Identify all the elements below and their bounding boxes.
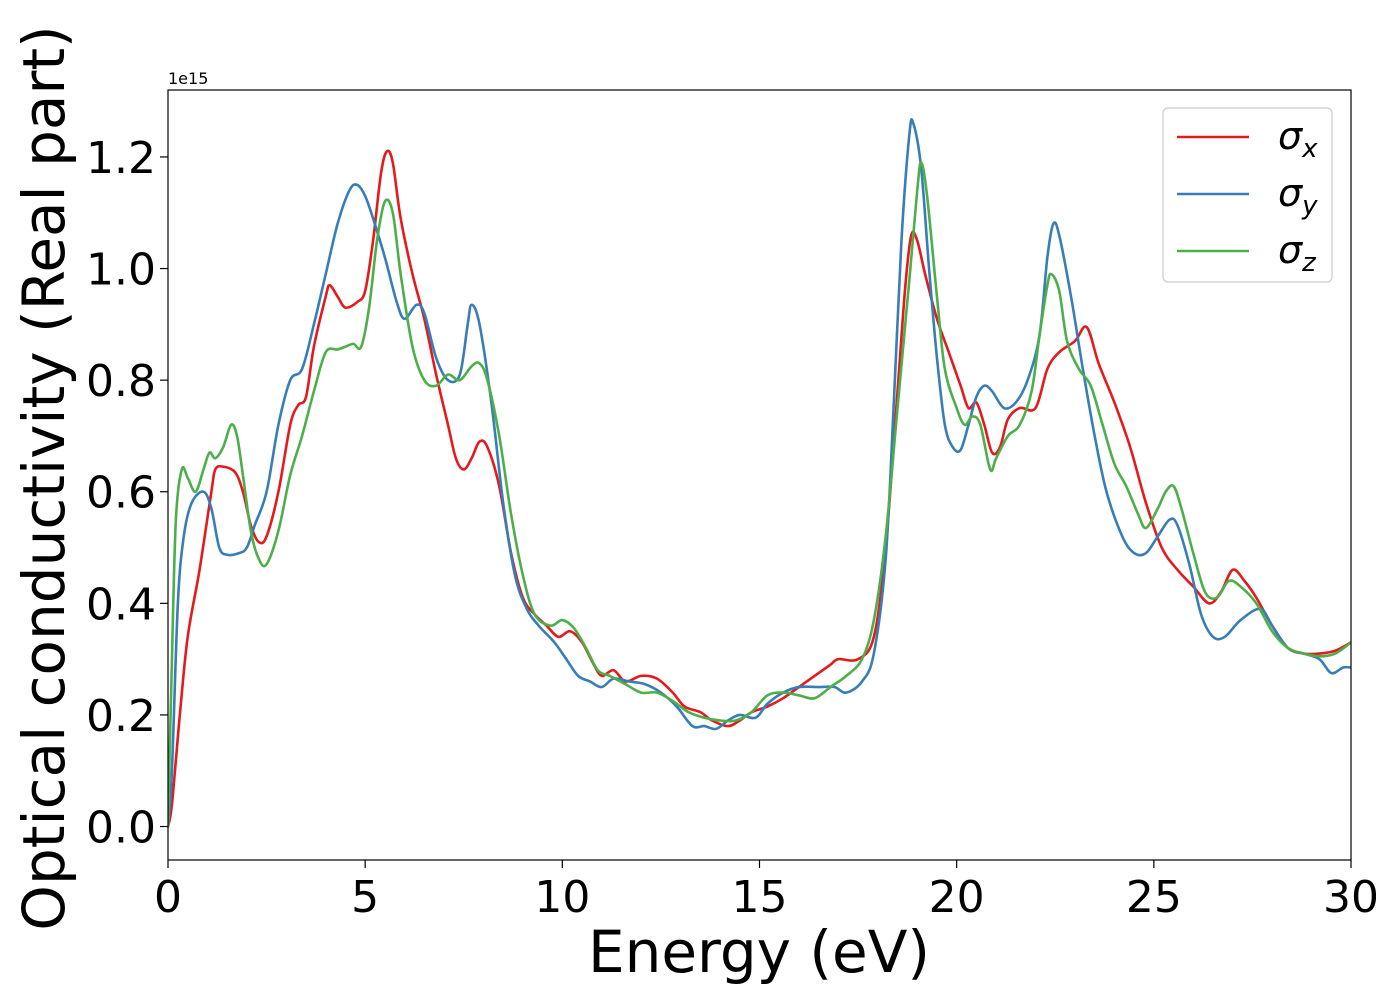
legend-symbol: σ (1278, 228, 1304, 272)
x-tick-label: 30 (1323, 872, 1379, 923)
series-line-x (168, 149, 1351, 828)
series-line-z (168, 161, 1351, 828)
y-axis: 0.0 0.2 0.4 0.6 0.8 1.0 1.2 (86, 133, 168, 854)
y-tick-label: 0.2 (86, 691, 156, 742)
y-tick-label: 0.0 (86, 803, 156, 854)
x-tick-label: 20 (929, 872, 985, 923)
y-tick-label: 0.8 (86, 356, 156, 407)
x-tick-label: 25 (1126, 872, 1182, 923)
legend-label-y: σy (1278, 171, 1318, 221)
x-axis: 0 5 10 15 20 25 30 (154, 860, 1379, 923)
legend-label-x: σx (1278, 114, 1318, 164)
plot-background (168, 90, 1351, 860)
series-line-y (168, 118, 1351, 828)
y-tick-label: 1.2 (86, 133, 156, 184)
legend-subscript: y (1301, 191, 1318, 221)
legend-subscript: x (1301, 134, 1318, 164)
legend-symbol: σ (1278, 171, 1304, 215)
x-tick-label: 5 (351, 872, 379, 923)
x-tick-label: 10 (534, 872, 590, 923)
legend-label-z: σz (1278, 228, 1317, 278)
y-offset-label: 1e15 (168, 69, 208, 88)
x-tick-label: 0 (154, 872, 182, 923)
y-tick-label: 0.4 (86, 579, 156, 630)
y-axis-title: Optical conductivity (Real part) (10, 25, 78, 930)
y-tick-label: 1.0 (86, 245, 156, 296)
x-axis-title: Energy (eV) (588, 918, 930, 986)
series-layer (168, 118, 1351, 828)
x-tick-label: 15 (732, 872, 788, 923)
legend-symbol: σ (1278, 114, 1304, 158)
y-tick-label: 0.6 (86, 468, 156, 519)
legend-subscript: z (1301, 248, 1317, 278)
